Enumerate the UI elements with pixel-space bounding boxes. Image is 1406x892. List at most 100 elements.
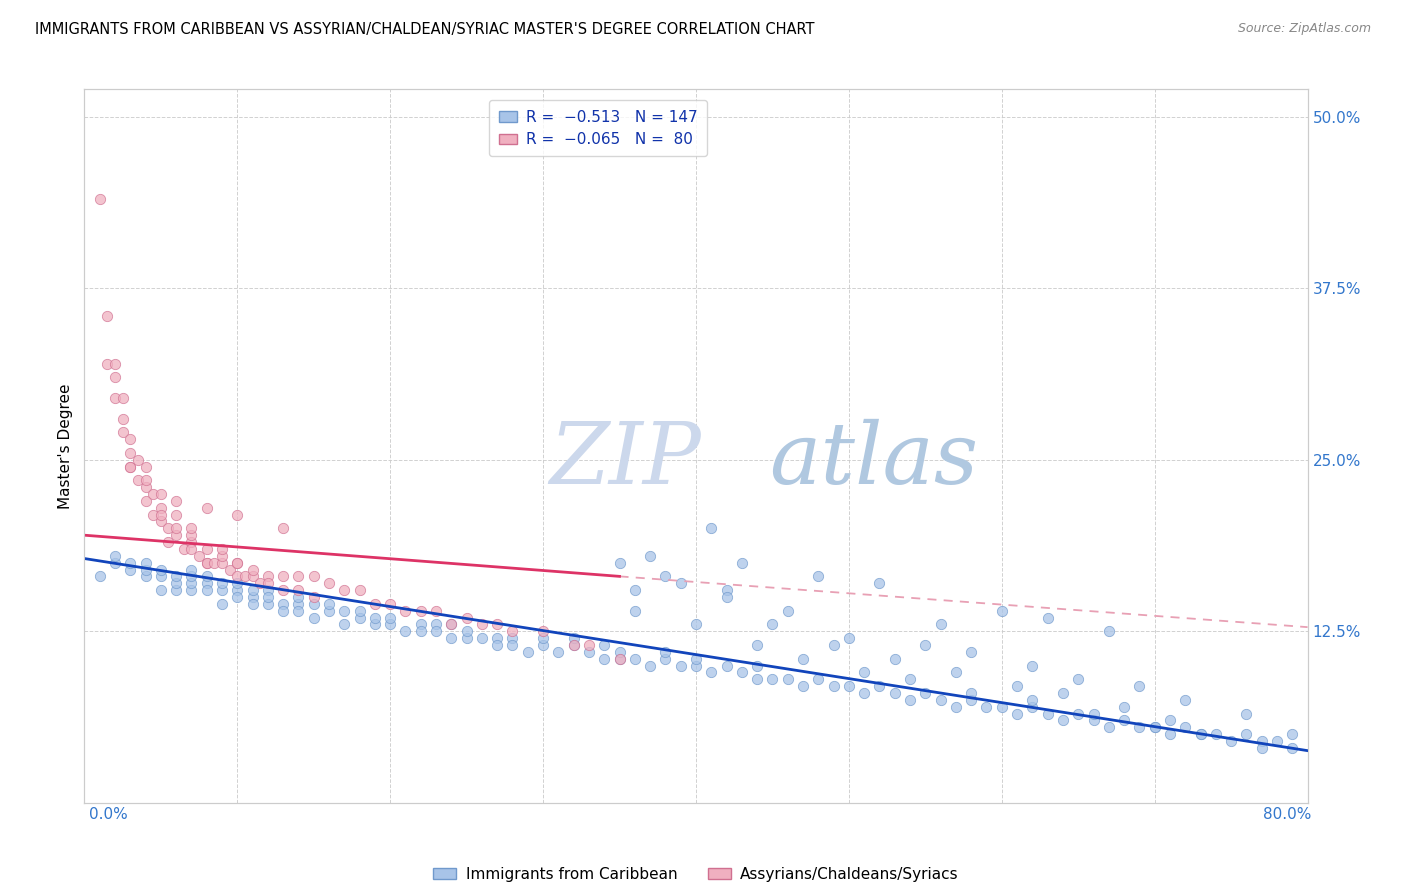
Point [654,569,676,583]
Point [685,651,707,665]
Point [165,508,187,522]
Point [195,556,218,570]
Point [425,604,447,618]
Point [287,597,309,611]
Point [1098,624,1121,639]
Point [486,617,509,632]
Point [226,508,249,522]
Point [89,569,111,583]
Point [409,604,432,618]
Point [425,617,447,632]
Point [104,370,127,384]
Point [257,590,280,604]
Point [654,651,676,665]
Point [1052,686,1074,700]
Point [823,638,845,652]
Point [562,631,585,645]
Point [562,638,585,652]
Point [180,535,202,549]
Point [976,699,998,714]
Point [165,576,187,591]
Point [127,473,149,487]
Point [883,651,905,665]
Point [945,699,967,714]
Point [776,673,799,687]
Point [211,597,233,611]
Point [104,357,127,371]
Point [838,631,860,645]
Point [1114,699,1136,714]
Point [1128,720,1150,734]
Point [700,521,723,535]
Point [761,673,783,687]
Point [1189,727,1212,741]
Point [104,549,127,563]
Point [364,610,387,624]
Point [578,645,600,659]
Point [195,541,218,556]
Point [211,556,233,570]
Point [731,556,754,570]
Point [149,487,172,501]
Point [1114,714,1136,728]
Point [120,446,142,460]
Point [1174,693,1197,707]
Point [96,309,118,323]
Point [257,576,280,591]
Point [211,583,233,598]
Point [929,693,952,707]
Point [165,583,187,598]
Point [333,617,356,632]
Point [425,624,447,639]
Point [1052,714,1074,728]
Point [1220,734,1243,748]
Point [440,631,463,645]
Point [318,576,340,591]
Point [195,500,218,515]
Point [242,597,264,611]
Point [823,679,845,693]
Point [287,604,309,618]
Point [1265,734,1288,748]
Text: atlas: atlas [769,419,979,501]
Point [135,494,157,508]
Point [302,590,325,604]
Point [157,535,180,549]
Point [516,645,538,659]
Point [685,658,707,673]
Point [333,604,356,618]
Point [1205,727,1227,741]
Point [226,569,249,583]
Point [1067,673,1090,687]
Point [165,528,187,542]
Point [1159,714,1181,728]
Point [1021,658,1043,673]
Point [249,576,271,591]
Point [257,583,280,598]
Point [135,473,157,487]
Point [716,590,738,604]
Point [776,604,799,618]
Point [89,192,111,206]
Point [991,604,1014,618]
Point [211,541,233,556]
Point [869,576,891,591]
Point [747,673,769,687]
Point [180,562,202,576]
Point [1281,727,1303,741]
Point [349,604,371,618]
Point [226,576,249,591]
Point [149,562,172,576]
Y-axis label: Master's Degree: Master's Degree [58,384,73,508]
Point [654,645,676,659]
Point [502,638,524,652]
Point [747,638,769,652]
Point [1250,734,1272,748]
Point [929,617,952,632]
Point [1098,720,1121,734]
Point [180,528,202,542]
Point [111,411,134,425]
Point [135,562,157,576]
Legend: Immigrants from Caribbean, Assyrians/Chaldeans/Syriacs: Immigrants from Caribbean, Assyrians/Cha… [427,861,965,888]
Point [502,624,524,639]
